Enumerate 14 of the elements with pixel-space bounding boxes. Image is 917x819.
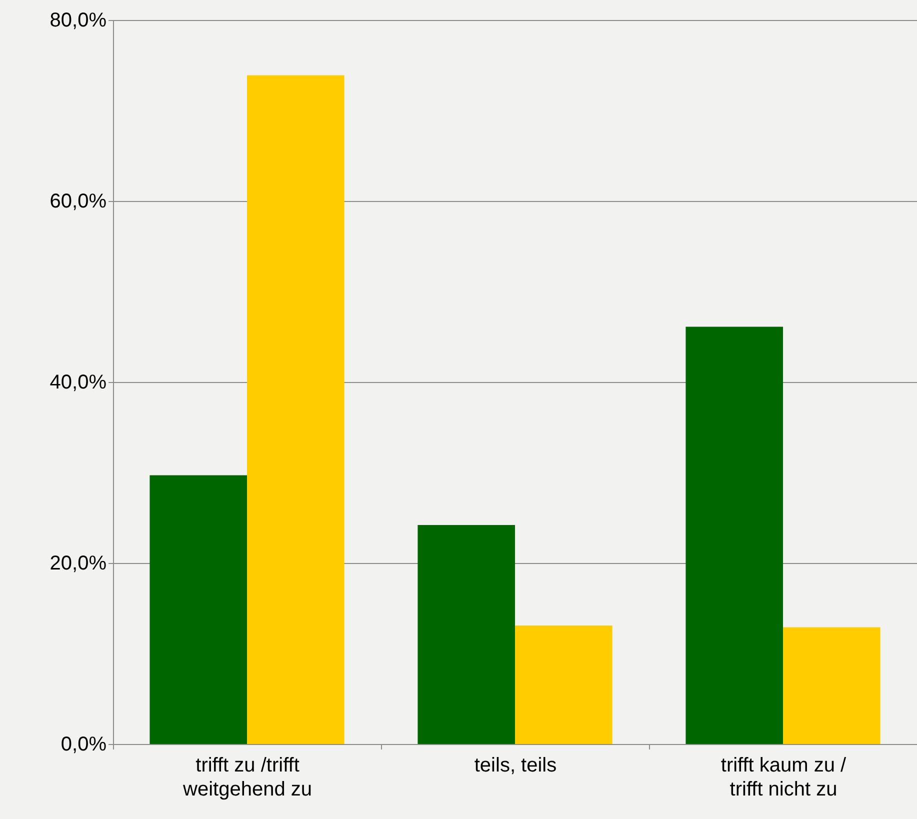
bar [247,75,344,744]
y-tick-label: 80,0% [50,10,107,32]
bar [515,625,612,744]
bar [783,627,880,744]
y-tick-label: 60,0% [50,190,107,212]
x-tick-label: trifft kaum zu / trifft nicht zu [720,754,847,800]
bar [150,475,247,744]
y-tick-label: 0,0% [60,734,107,756]
bar [686,326,783,744]
y-tick-label: 40,0% [50,372,107,394]
y-tick-label: 20,0% [50,552,107,574]
bar [418,524,515,744]
x-tick-label: trifft zu /trifft weitgehend zu [182,754,312,800]
x-tick-label: teils, teils [474,754,557,776]
